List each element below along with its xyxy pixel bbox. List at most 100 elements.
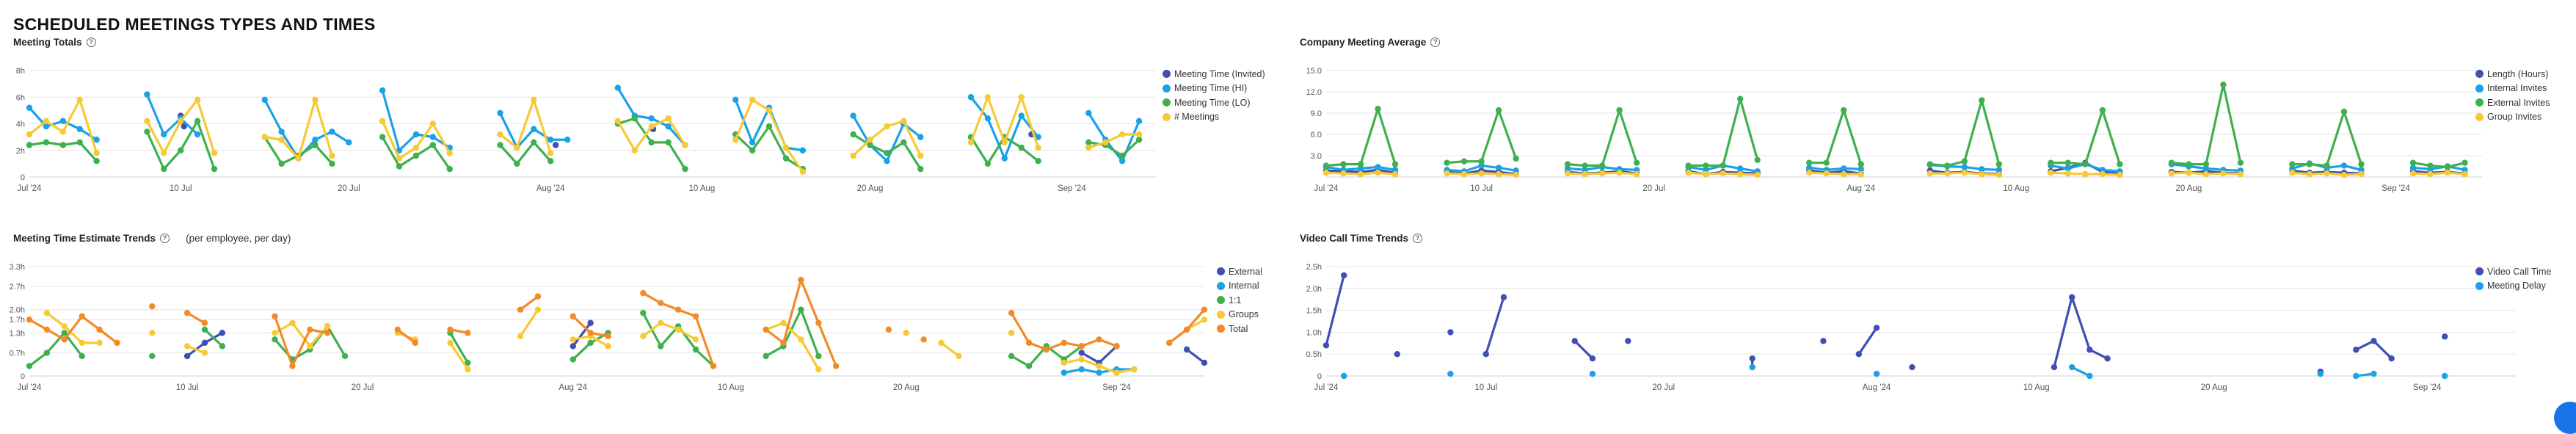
data-point[interactable] [1060,339,1068,347]
help-icon[interactable]: ? [1413,234,1423,243]
data-point[interactable] [144,91,150,98]
data-point[interactable] [2358,161,2365,167]
data-point[interactable] [517,333,524,340]
data-point[interactable] [514,160,520,167]
data-point[interactable] [59,129,67,135]
data-point[interactable] [732,96,739,104]
series-line[interactable] [519,295,539,311]
data-point[interactable] [1500,294,1507,300]
data-point[interactable] [2306,170,2313,178]
data-point[interactable] [2409,170,2417,177]
legend-item[interactable]: # Meetings [1163,110,1265,125]
data-point[interactable] [1340,170,1347,177]
data-point[interactable] [161,165,167,173]
data-point[interactable] [194,96,201,104]
data-point[interactable] [2340,162,2348,169]
data-point[interactable] [497,109,503,117]
data-point[interactable] [1841,165,1847,172]
data-point[interactable] [1873,370,1880,377]
data-point[interactable] [429,120,437,127]
data-point[interactable] [782,144,790,151]
data-point[interactable] [1113,343,1120,350]
data-point[interactable] [692,313,699,319]
data-point[interactable] [114,339,120,347]
series-line[interactable] [765,322,820,371]
legend-item[interactable]: Meeting Time (LO) [1163,95,1265,110]
data-point[interactable] [2064,159,2072,166]
data-point[interactable] [765,123,773,130]
data-point[interactable] [2168,159,2175,166]
data-point[interactable] [967,139,975,146]
data-point[interactable] [2220,82,2227,88]
data-point[interactable] [1513,171,1519,178]
legend-item[interactable]: Meeting Time (Invited) [1163,67,1265,82]
series-line[interactable] [2412,162,2467,169]
data-point[interactable] [2202,170,2210,178]
data-point[interactable] [1571,338,1578,344]
data-point[interactable] [379,134,386,140]
data-point[interactable] [531,96,537,104]
data-point[interactable] [2168,170,2175,177]
data-point[interactable] [850,112,856,119]
data-point[interactable] [1858,166,1864,173]
data-point[interactable] [1582,170,1588,178]
data-point[interactable] [1201,317,1208,323]
data-point[interactable] [2051,364,2058,371]
data-point[interactable] [1909,364,1915,371]
data-point[interactable] [1322,162,1330,169]
data-point[interactable] [1582,167,1588,173]
series-line[interactable] [28,331,84,368]
data-point[interactable] [2324,170,2330,177]
data-point[interactable] [1482,351,1489,358]
data-point[interactable] [531,126,537,132]
series-line[interactable] [396,328,417,344]
data-point[interactable] [570,336,576,343]
data-point[interactable] [219,330,226,336]
data-point[interactable] [732,137,739,143]
data-point[interactable] [1616,170,1623,176]
data-point[interactable] [272,330,278,336]
data-point[interactable] [917,152,924,159]
data-point[interactable] [749,96,756,104]
series-line[interactable] [1808,171,1863,176]
series-line[interactable] [765,308,820,358]
data-point[interactable] [1582,162,1588,169]
data-point[interactable] [1855,351,1863,358]
data-point[interactable] [1460,158,1468,164]
data-point[interactable] [1018,112,1025,119]
data-point[interactable] [1183,346,1190,353]
data-point[interactable] [2358,167,2365,173]
data-point[interactable] [2086,372,2093,380]
data-point[interactable] [1858,161,1864,167]
data-point[interactable] [1823,159,1830,166]
data-point[interactable] [967,94,975,101]
series-line[interactable] [186,311,206,325]
data-point[interactable] [2202,165,2210,172]
data-point[interactable] [1135,131,1143,138]
data-point[interactable] [396,147,403,153]
data-point[interactable] [605,333,611,340]
data-point[interactable] [1008,352,1015,360]
data-point[interactable] [1806,170,1813,176]
data-point[interactable] [1460,170,1468,178]
data-point[interactable] [26,104,33,111]
data-point[interactable] [1357,161,1364,167]
data-point[interactable] [917,165,924,173]
series-line[interactable] [1168,308,1206,344]
data-point[interactable] [1391,167,1399,173]
series-line[interactable] [203,328,224,347]
series-line[interactable] [186,344,206,354]
data-point[interactable] [1131,366,1138,373]
data-point[interactable] [278,137,285,143]
data-point[interactable] [2388,355,2395,362]
data-point[interactable] [1201,306,1208,313]
data-point[interactable] [1478,170,1485,177]
data-point[interactable] [1322,342,1330,349]
data-point[interactable] [1001,155,1008,162]
data-point[interactable] [396,155,403,162]
data-point[interactable] [1749,364,1755,371]
data-point[interactable] [1979,170,1985,178]
series-line[interactable] [145,120,216,170]
data-point[interactable] [26,131,33,138]
data-point[interactable] [177,147,184,153]
